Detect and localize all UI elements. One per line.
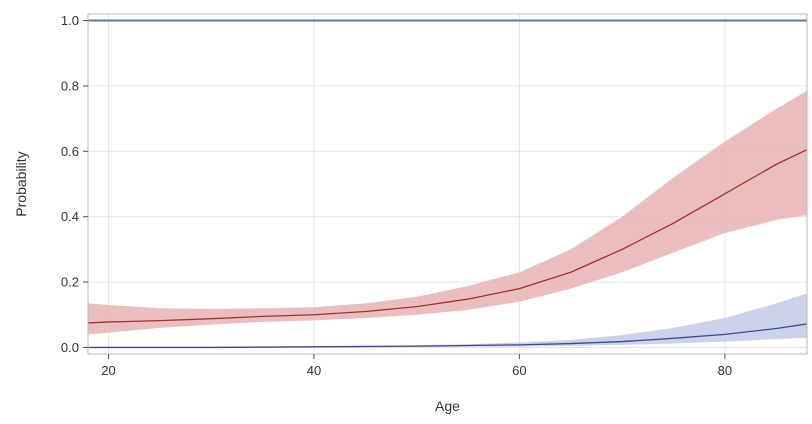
y-tick-label: 1.0 [61,13,79,28]
y-tick-label: 0.2 [61,275,79,290]
y-tick-label: 0.6 [61,144,79,159]
y-tick-label: 0.8 [61,78,79,93]
y-axis-title: Probability [13,151,29,216]
x-tick-label: 20 [101,363,115,378]
y-tick-label: 0.4 [61,209,79,224]
plot-frame [87,13,808,355]
confidence-band-1 [88,90,807,335]
series-line-2 [88,323,808,349]
y-tick-label: 0.0 [61,340,79,355]
axis-ticks: 20 40 60 80 0.0 0.2 0.4 0.6 0.8 1.0 [61,13,732,378]
x-tick-label: 40 [307,363,321,378]
x-tick-label: 80 [718,363,732,378]
series-line-1 [87,149,808,324]
series-lines [87,19,808,349]
x-axis-title: Age [435,398,460,414]
x-tick-label: 60 [512,363,526,378]
confidence-bands [88,90,807,348]
